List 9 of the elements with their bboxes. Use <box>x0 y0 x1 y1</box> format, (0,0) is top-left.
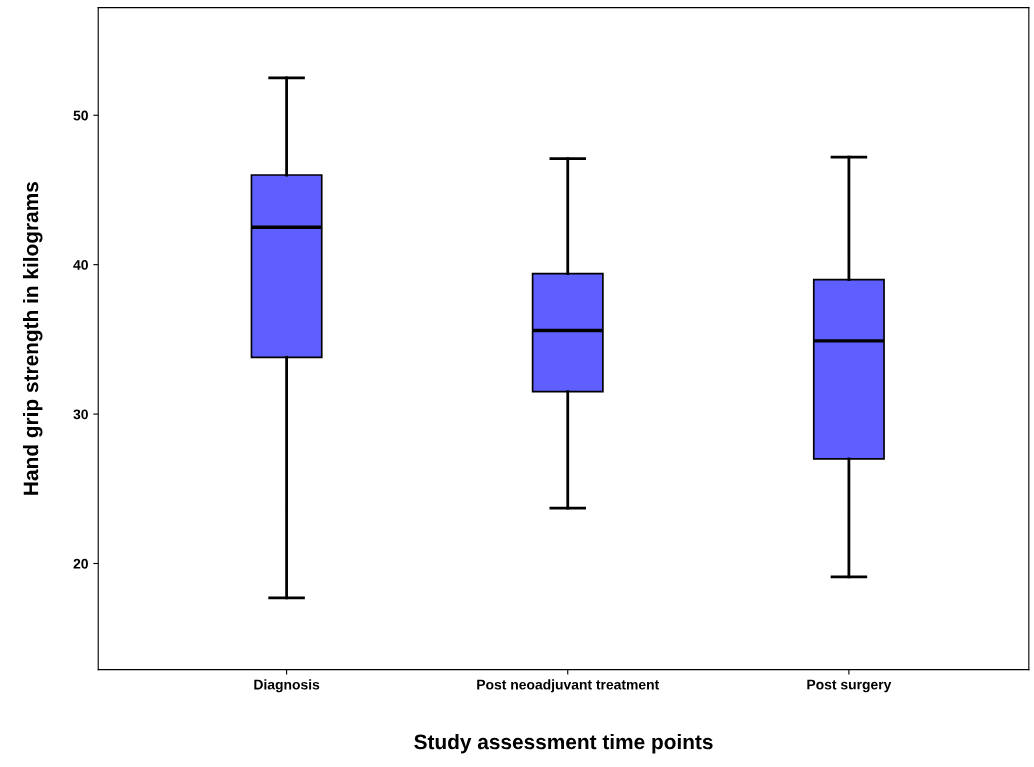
y-tick-label: 50 <box>73 110 88 121</box>
y-tick-label: 30 <box>73 409 88 420</box>
y-axis-title: Hand grip strength in kilograms <box>22 182 43 495</box>
x-tick-label: Post surgery <box>807 679 892 693</box>
y-tick-label: 20 <box>73 558 88 569</box>
x-tick-label: Post neoadjuvant treatment <box>477 679 660 693</box>
x-axis-title: Study assessment time points <box>414 733 713 754</box>
x-tick-label: Diagnosis <box>254 679 320 693</box>
y-tick-label: 40 <box>73 260 88 270</box>
